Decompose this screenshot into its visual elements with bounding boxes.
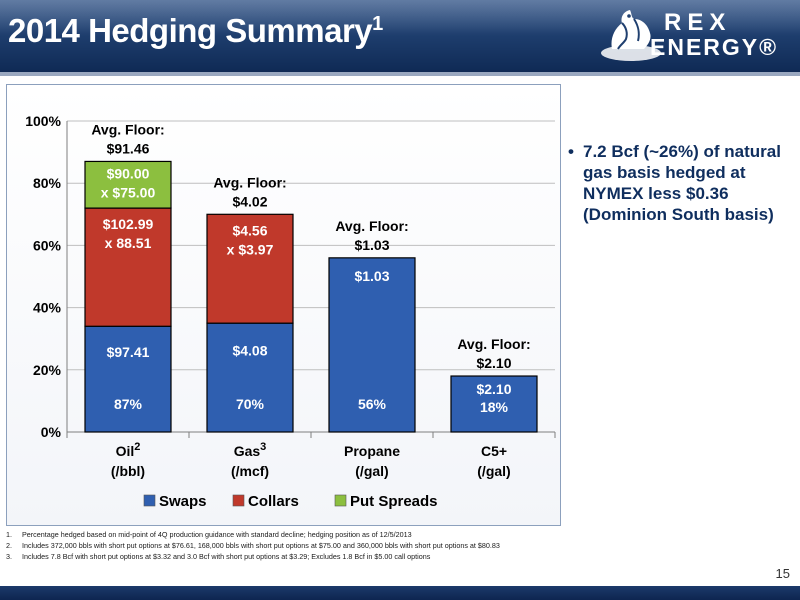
avg-floor-value: $1.03 <box>354 237 389 253</box>
footnote-number: 1. <box>6 530 12 539</box>
y-tick-label: 100% <box>25 113 61 129</box>
x-category-unit-label: (/bbl) <box>111 463 145 479</box>
total-percent-label: 56% <box>358 396 387 412</box>
logo-text-rex: REX <box>664 9 732 36</box>
footnote-3: 3. Includes 7.8 Bcf with short put option… <box>6 552 566 563</box>
header-shine <box>0 0 800 36</box>
x-category-unit-label: (/gal) <box>355 463 388 479</box>
collars-label-line1: $4.56 <box>232 222 267 238</box>
y-tick-label: 60% <box>33 237 62 253</box>
footnote-number: 2. <box>6 541 12 550</box>
bar-segment-swaps <box>206 322 294 433</box>
legend-swatch-swaps <box>143 494 156 507</box>
total-percent-label: 70% <box>236 396 265 412</box>
page-title-text: 2014 Hedging Summary <box>8 12 373 49</box>
collars-label-line2: x $3.97 <box>227 241 274 257</box>
swaps-price-label: $4.08 <box>232 343 267 359</box>
avg-floor-value: $91.46 <box>107 140 150 156</box>
x-category-unit-label: (/gal) <box>477 463 510 479</box>
x-category-unit-label: (/mcf) <box>231 463 269 479</box>
rex-energy-logo: REX ENERGY® <box>598 5 794 65</box>
page-number: 15 <box>775 566 790 581</box>
page-title-superscript: 1 <box>372 13 383 35</box>
legend-label-put-spreads: Put Spreads <box>350 493 438 510</box>
bullet-text: 7.2 Bcf (~26%) of natural gas basis hedg… <box>583 142 781 224</box>
footnotes: 1. Percentage hedged based on mid-point o… <box>6 530 566 563</box>
y-tick-label: 0% <box>41 424 62 440</box>
y-tick-label: 40% <box>33 300 62 316</box>
horse-emblem-icon <box>601 10 661 61</box>
avg-floor-value: $4.02 <box>232 193 267 209</box>
swaps-price-label: $97.41 <box>107 344 150 360</box>
bar-segment-collars <box>206 213 294 324</box>
bar-segment-collars <box>84 207 172 327</box>
header-divider <box>0 72 800 76</box>
bar-segment-put-spreads <box>84 160 172 209</box>
collars-label-line1: $102.99 <box>103 216 154 232</box>
footnote-number: 3. <box>6 552 12 561</box>
swaps-price-label: $2.10 <box>476 381 511 397</box>
chart-panel: 0% 20% 40% 60% 80% 100% $97.41 87% $102.99 x 88.5… <box>6 84 561 526</box>
footnote-text: Percentage hedged based on mid-point of … <box>22 530 412 539</box>
avg-floor-label: Avg. Floor: <box>457 336 530 352</box>
header-banner: 2014 Hedging Summary1 REX ENERGY® <box>0 0 800 72</box>
x-category-label: Gas3 <box>234 441 267 459</box>
page-title: 2014 Hedging Summary1 <box>8 12 383 50</box>
avg-floor-label: Avg. Floor: <box>335 218 408 234</box>
x-category-label: C5+ <box>481 443 507 459</box>
footnote-1: 1. Percentage hedged based on mid-point o… <box>6 530 566 541</box>
y-tick-label: 20% <box>33 362 62 378</box>
swaps-price-label: $1.03 <box>354 268 389 284</box>
avg-floor-label: Avg. Floor: <box>91 121 164 137</box>
footnote-text: Includes 372,000 bbls with short put opt… <box>22 541 500 550</box>
logo-text-energy: ENERGY® <box>650 34 779 60</box>
y-tick-label: 80% <box>33 175 62 191</box>
legend-label-collars: Collars <box>248 493 299 510</box>
legend-label-swaps: Swaps <box>159 493 207 510</box>
bar-segment-swaps <box>450 375 538 433</box>
total-percent-label: 87% <box>114 396 143 412</box>
put-spreads-label-line1: $90.00 <box>107 165 150 181</box>
footnote-text: Includes 7.8 Bcf with short put options … <box>22 552 431 561</box>
collars-label-line2: x 88.51 <box>105 235 152 251</box>
x-category-label: Oil2 <box>116 441 141 459</box>
bar-segment-swaps <box>84 325 172 433</box>
legend-swatch-collars <box>232 494 245 507</box>
footer-bar <box>0 586 800 600</box>
bullet-marker: • <box>568 142 574 161</box>
total-percent-label: 18% <box>480 399 509 415</box>
legend-swatch-put-spreads <box>334 494 347 507</box>
footnote-2: 2. Includes 372,000 bbls with short put o… <box>6 541 566 552</box>
basis-hedge-bullet: • 7.2 Bcf (~26%) of natural gas basis he… <box>568 141 788 225</box>
x-category-label: Propane <box>344 443 400 459</box>
hedging-stacked-bar-chart: 0% 20% 40% 60% 80% 100% $97.41 87% $102.99 x 88.5… <box>25 113 556 510</box>
avg-floor-label: Avg. Floor: <box>213 174 286 190</box>
bar-segment-swaps <box>328 257 416 433</box>
avg-floor-value: $2.10 <box>476 355 511 371</box>
put-spreads-label-line2: x $75.00 <box>101 184 156 200</box>
